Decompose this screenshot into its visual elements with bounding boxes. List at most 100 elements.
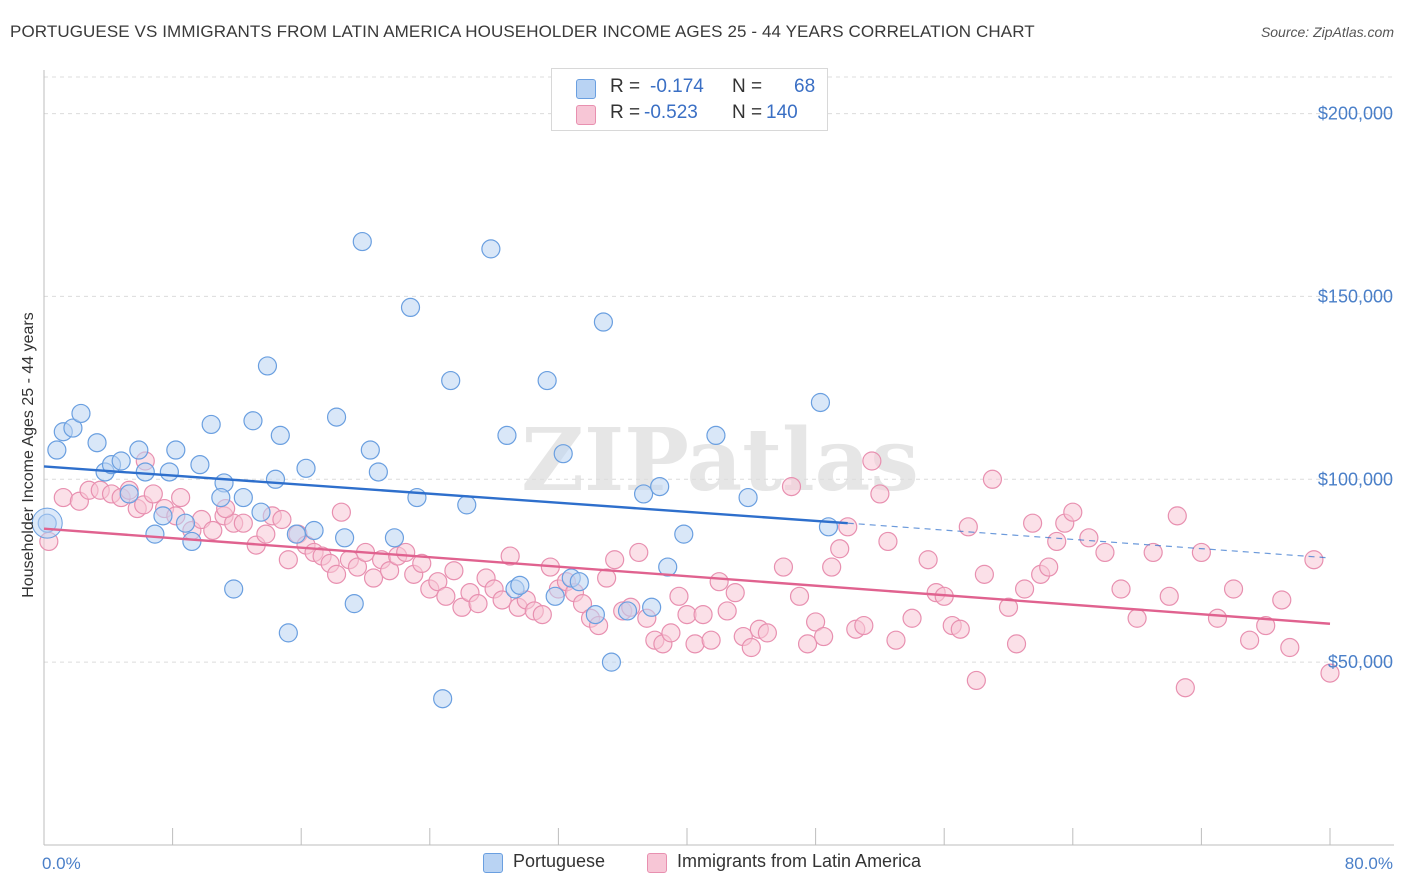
latin-america-point (233, 513, 253, 533)
latin-america-point (669, 586, 689, 606)
latin-america-point (272, 509, 292, 530)
portuguese-point (642, 597, 662, 617)
latin-america-point (878, 531, 898, 552)
y-axis-label: Householder Income Ages 25 - 44 years (20, 312, 37, 598)
portuguese-point (497, 425, 517, 445)
latin-america-point (974, 564, 994, 584)
n-value: 68 (794, 76, 816, 97)
latin-america-point (1006, 634, 1027, 654)
latin-america-point (1095, 542, 1115, 563)
n-label: N = (732, 76, 763, 97)
portuguese-point (233, 487, 253, 508)
latin-america-point (597, 568, 617, 588)
portuguese-point (190, 455, 210, 475)
latin-america-point (331, 502, 351, 522)
portuguese-point (153, 506, 173, 526)
latin-america-point (1014, 579, 1035, 599)
portuguese-point (706, 425, 726, 445)
portuguese-point (270, 425, 290, 445)
latin-america-point (870, 484, 890, 504)
portuguese-point (265, 469, 286, 489)
latin-america-point (1280, 637, 1300, 658)
portuguese-point (510, 575, 530, 595)
portuguese-point (278, 623, 298, 643)
portuguese-point (135, 462, 155, 482)
latin-america-point (902, 608, 922, 628)
latin-america-point (966, 670, 986, 691)
latin-america-point (814, 626, 834, 647)
portuguese-point (224, 579, 244, 599)
portuguese-point (63, 418, 83, 438)
latin-america-point (203, 520, 223, 541)
latin-america-point (1111, 579, 1131, 599)
latin-america-point (412, 553, 432, 574)
portuguese-point (257, 356, 278, 376)
axes (43, 70, 1394, 846)
latin-america-point (326, 564, 347, 584)
r-value: -0.523 (644, 102, 698, 123)
portuguese-point (650, 477, 670, 497)
legend-label: Portuguese (513, 851, 606, 871)
latin-america-point (1023, 513, 1043, 533)
latin-america-point (1304, 550, 1324, 570)
latin-america-point (701, 630, 721, 650)
portuguese-point (47, 440, 67, 460)
portuguese-point (326, 407, 347, 427)
latin-america-point (572, 594, 593, 614)
latin-america-point (1223, 579, 1244, 599)
latin-america-point (677, 604, 697, 625)
tick-labels: $50,000 $100,000 $150,000 $200,000 0.0% 80.0% (42, 104, 1393, 873)
portuguese-point (633, 484, 654, 504)
latin-america-point (1047, 531, 1067, 552)
watermark: ZIPatlas (521, 410, 919, 511)
latin-america-point (1143, 542, 1163, 563)
latin-america-point (709, 572, 729, 592)
portuguese-point (384, 528, 405, 548)
portuguese-point (593, 312, 614, 332)
portuguese-point (111, 451, 131, 471)
portuguese-point (738, 487, 758, 508)
latin-america-point (380, 561, 400, 581)
portuguese-point (286, 524, 306, 544)
portuguese-point (441, 370, 461, 391)
latin-america-point (436, 586, 456, 606)
y-tick-label: $200,000 (1318, 104, 1393, 124)
portuguese-point (335, 528, 355, 548)
portuguese-point (352, 231, 372, 252)
y-tick-label: $100,000 (1318, 469, 1393, 489)
latin-america-point (725, 583, 745, 603)
latin-america-points (39, 451, 1340, 698)
portuguese-point (87, 433, 107, 453)
latin-america-point (789, 586, 810, 606)
latin-america-point (830, 539, 850, 559)
portuguese-point (304, 520, 324, 541)
latin-america-point (1175, 678, 1195, 698)
portuguese-point (617, 601, 638, 621)
portuguese-trend-line (43, 465, 848, 525)
x-tick-label-max: 80.0% (1345, 854, 1393, 873)
portuguese-point-large (31, 507, 63, 539)
latin-america-point (396, 542, 416, 563)
source-label: Source: ZipAtlas.com (1260, 24, 1394, 40)
latin-america-point (958, 517, 978, 537)
correlation-legend: R = -0.174 N = 68 R = -0.523 N = 140 (551, 68, 828, 131)
portuguese-point (344, 594, 364, 614)
latin-america-point (822, 557, 842, 577)
latin-america-point (53, 487, 73, 508)
portuguese-point (658, 557, 678, 577)
latin-america-point (838, 517, 858, 537)
latin-america-point (982, 469, 1003, 489)
latin-america-point (143, 484, 163, 504)
latin-america-point (256, 524, 276, 544)
latin-america-point (862, 451, 882, 471)
portuguese-point (553, 444, 573, 464)
portuguese-point (585, 604, 605, 625)
portuguese-point (400, 297, 421, 317)
portuguese-point (211, 487, 231, 508)
latin-america-point (741, 637, 761, 658)
portuguese-point (368, 462, 388, 482)
latin-america-point (1167, 506, 1187, 526)
latin-america-point (918, 550, 938, 570)
latin-america-point (1240, 630, 1260, 650)
n-label: N = (732, 102, 763, 123)
